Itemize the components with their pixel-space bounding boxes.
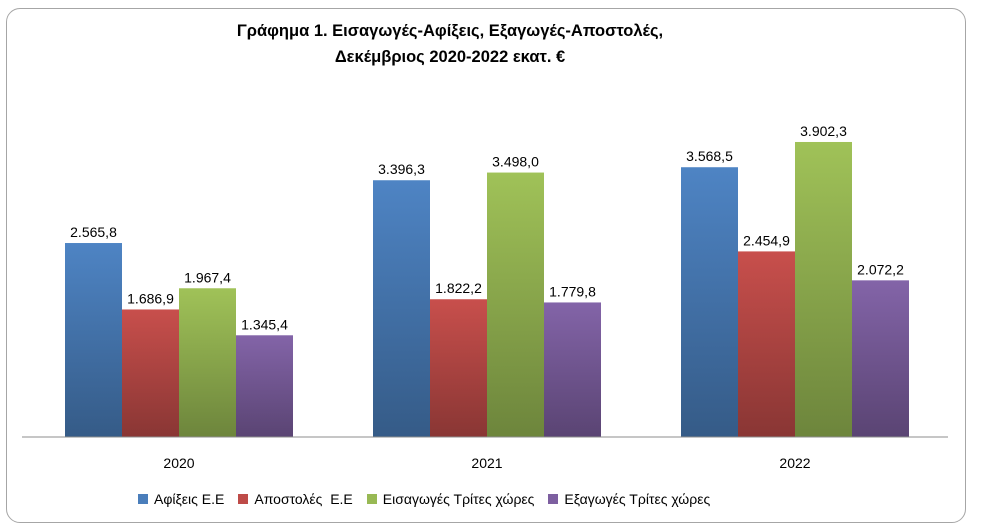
chart-title-line-1: Γράφημα 1. Εισαγωγές-Αφίξεις, Εξαγωγές-Α… — [236, 22, 664, 40]
legend-label-series-4: Εξαγωγές Τρίτες χώρες — [564, 491, 711, 507]
bar-2020-series-1 — [65, 243, 122, 437]
data-label-2021-series-4: 1.779,8 — [549, 283, 596, 299]
data-label-2020-series-2: 1.686,9 — [127, 290, 174, 306]
chart-title-line-2: Δεκέμβριος 2020-2022 εκατ. € — [334, 48, 566, 66]
chart-title: Γράφημα 1. Εισαγωγές-Αφίξεις, Εξαγωγές-Α… — [0, 18, 900, 70]
data-label-2020-series-1: 2.565,8 — [70, 224, 117, 240]
bar-2022-series-2 — [738, 251, 795, 437]
data-label-2021-series-1: 3.396,3 — [378, 161, 425, 177]
bar-2022-series-1 — [681, 167, 738, 437]
legend-label-series-3: Εισαγωγές Τρίτες χώρες — [382, 491, 535, 507]
bar-2021-series-3 — [487, 172, 544, 437]
bar-2021-series-1 — [373, 180, 430, 437]
legend-label-series-1: Αφίξεις Ε.Ε — [154, 491, 225, 507]
legend-swatch-series-4 — [548, 494, 559, 504]
bar-2020-series-4 — [236, 335, 293, 437]
legend-label-series-2: Αποστολές Ε.Ε — [254, 491, 353, 507]
data-label-2021-series-3: 3.498,0 — [492, 154, 539, 170]
bar-2020-series-3 — [179, 288, 236, 437]
legend-swatch-series-2 — [238, 494, 249, 504]
data-label-2021-series-2: 1.822,2 — [435, 280, 482, 296]
x-tick-label-2021: 2021 — [471, 455, 502, 471]
x-tick-label-2022: 2022 — [779, 455, 810, 471]
x-tick-labels-group: 2020 2021 2022 — [163, 455, 810, 471]
legend-item-series-1: Αφίξεις Ε.Ε — [138, 491, 224, 507]
bar-2021-series-2 — [430, 299, 487, 437]
legend-swatch-series-3 — [366, 494, 377, 504]
data-label-2022-series-3: 3.902,3 — [800, 123, 847, 139]
legend-item-series-3: Εισαγωγές Τρίτες χώρες — [366, 491, 535, 507]
data-label-2022-series-4: 2.072,2 — [857, 261, 904, 277]
bar-2022-series-4 — [852, 280, 909, 437]
legend-item-series-4: Εξαγωγές Τρίτες χώρες — [548, 491, 710, 507]
legend: Αφίξεις Ε.Ε Αποστολές Ε.Ε Εισαγωγές Τρίτες… — [138, 488, 724, 510]
x-tick-label-2020: 2020 — [163, 455, 194, 471]
bar-2022-series-3 — [795, 141, 852, 437]
data-label-2022-series-2: 2.454,9 — [743, 232, 790, 248]
legend-item-series-2: Αποστολές Ε.Ε — [238, 491, 353, 507]
bar-2021-series-4 — [544, 302, 601, 437]
data-labels-group: 2.565,8 1.686,9 1.967,4 1.345,4 3.396,3 1.822… — [70, 123, 904, 332]
data-label-2020-series-4: 1.345,4 — [241, 316, 288, 332]
data-label-2020-series-3: 1.967,4 — [184, 269, 231, 285]
bars-group — [65, 141, 909, 437]
data-label-2022-series-1: 3.568,5 — [686, 148, 733, 164]
bar-2020-series-2 — [122, 309, 179, 437]
legend-swatch-series-1 — [138, 494, 148, 504]
